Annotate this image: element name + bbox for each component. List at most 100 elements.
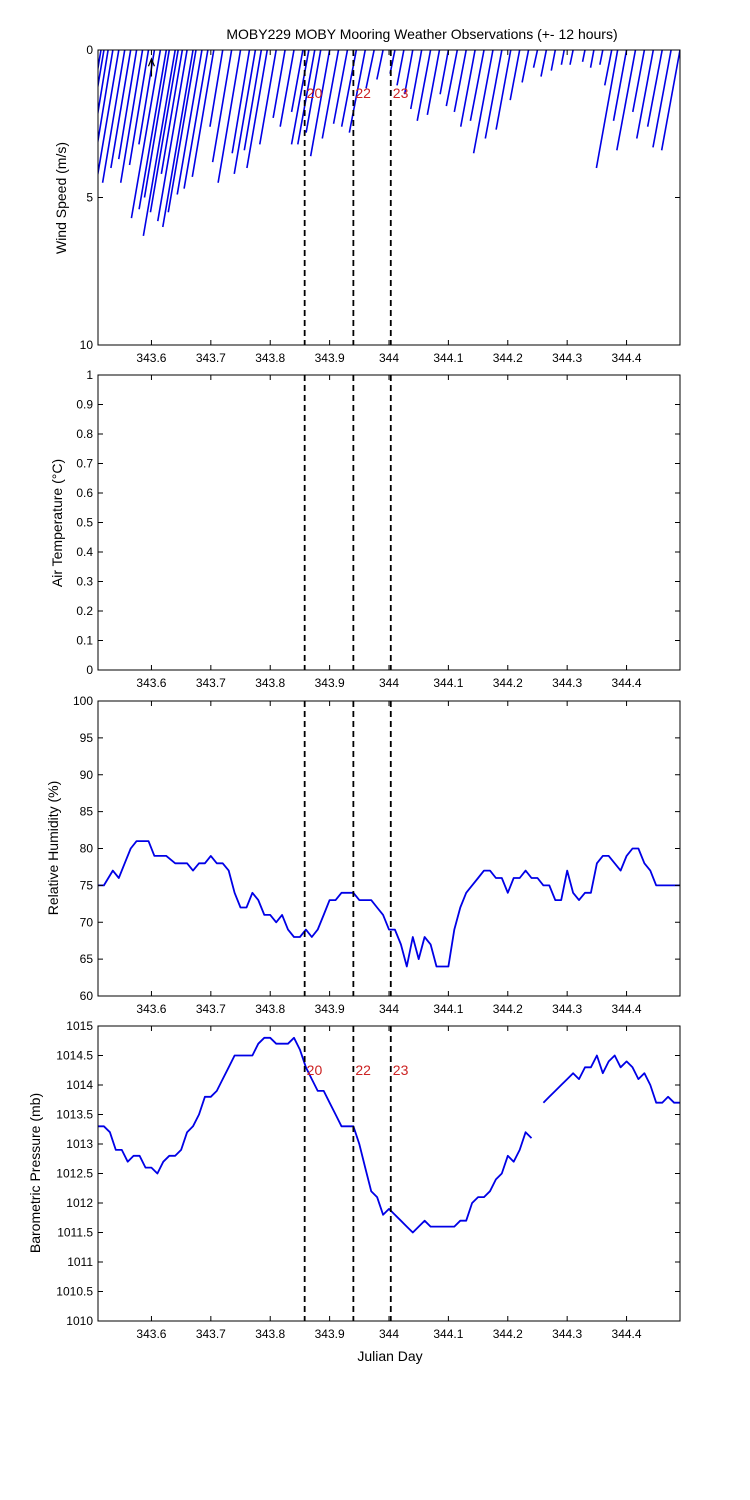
wind-vector-47	[409, 50, 423, 110]
x-tick-label: 343.7	[196, 676, 226, 690]
relative-humidity-y-label: Relative Humidity (%)	[45, 781, 61, 916]
north-arrow-head	[147, 57, 156, 67]
wind-vector-36	[305, 50, 322, 133]
y-tick-label: 90	[80, 768, 94, 782]
y-tick-label: 10	[80, 338, 94, 352]
wind-vector-19	[167, 50, 197, 213]
wind-vector-30	[258, 50, 277, 145]
y-tick-label: 1014.5	[56, 1049, 93, 1063]
y-tick-label: 1014	[66, 1078, 93, 1092]
y-tick-label: 1015	[66, 1019, 93, 1033]
wind-vector-6	[110, 50, 132, 169]
y-tick-label: 85	[80, 805, 94, 819]
x-tick-label: 344.4	[612, 351, 642, 365]
wind-vector-23	[209, 50, 224, 127]
wind-vector-33	[290, 50, 304, 113]
wind-vector-62	[550, 50, 557, 71]
wind-vector-37	[309, 50, 331, 157]
series-line-0	[98, 840, 680, 968]
wind-vector-55	[472, 50, 494, 154]
wind-vector-74	[646, 50, 663, 127]
x-tick-label: 343.8	[255, 676, 285, 690]
x-tick-label: 343.9	[315, 351, 345, 365]
wind-vector-22	[191, 50, 215, 177]
x-tick-label: 344.2	[493, 676, 523, 690]
wind-vector-44	[389, 50, 396, 74]
y-tick-label: 1010.5	[56, 1285, 93, 1299]
wind-vector-11	[130, 50, 162, 219]
wind-vector-29	[246, 50, 269, 169]
wind-vector-34	[290, 50, 310, 145]
wind-vector-61	[540, 50, 548, 77]
marker-label-1: 22	[355, 1062, 371, 1078]
wind-vector-64	[569, 50, 574, 65]
x-tick-label: 343.6	[136, 1327, 166, 1341]
wind-speed-y-label: Wind Speed (m/s)	[53, 142, 69, 254]
x-tick-label: 344.4	[612, 1327, 642, 1341]
wind-vector-18	[161, 50, 194, 228]
x-tick-label: 344.1	[433, 1327, 463, 1341]
y-tick-label: 1011.5	[57, 1226, 93, 1240]
wind-vector-28	[243, 50, 263, 151]
panel-barometric-pressure: Barometric Pressure (mb) Julian Day 20 22…	[27, 1019, 681, 1364]
y-tick-label: 1012.5	[56, 1167, 93, 1181]
y-tick-label: 5	[86, 191, 93, 205]
wind-vector-57	[495, 50, 512, 130]
wind-vector-63	[560, 50, 565, 65]
x-tick-label: 344	[379, 676, 399, 690]
wind-vector-20	[176, 50, 203, 195]
wind-vector-76	[660, 50, 680, 151]
x-tick-label: 344	[379, 1327, 399, 1341]
wind-vector-48	[416, 50, 432, 121]
plot-frame	[97, 374, 681, 671]
marker-label-2: 23	[393, 85, 409, 101]
panel-air-temperature: Air Temperature (°C) 343.6 343.7 343.8 343.…	[49, 368, 681, 690]
wind-vector-4	[98, 50, 120, 178]
wind-vector-43	[376, 50, 384, 80]
figure-title: MOBY229 MOBY Mooring Weather Observation…	[226, 26, 617, 42]
wind-vector-51	[445, 50, 459, 107]
x-tick-label: 343.6	[136, 351, 166, 365]
wind-vector-71	[616, 50, 637, 151]
wind-vector-31	[272, 50, 286, 118]
wind-vector-38	[321, 50, 340, 139]
wind-vector-53	[459, 50, 476, 127]
y-tick-label: 60	[80, 989, 94, 1003]
wind-vector-72	[631, 50, 646, 113]
wind-vector-1	[98, 50, 105, 91]
y-tick-label: 0.5	[76, 516, 93, 530]
wind-vector-27	[233, 50, 257, 175]
wind-vector-68	[603, 50, 613, 86]
y-tick-label: 95	[80, 731, 94, 745]
y-tick-label: 0.7	[76, 457, 93, 471]
x-tick-label: 344.1	[433, 351, 463, 365]
y-tick-label: 75	[80, 878, 94, 892]
y-tick-label: 1010	[66, 1314, 93, 1328]
x-tick-label: 344	[379, 351, 399, 365]
y-tick-label: 0	[86, 43, 93, 57]
wind-vector-15	[149, 50, 179, 213]
wind-vector-41	[348, 50, 367, 133]
wind-vector-54	[469, 50, 485, 121]
y-tick-label: 0.9	[76, 398, 93, 412]
wind-vector-16	[160, 50, 184, 175]
x-tick-label: 344.4	[612, 1002, 642, 1016]
y-tick-label: 0.3	[76, 575, 93, 589]
marker-label-2: 23	[393, 1062, 409, 1078]
y-tick-label: 1012	[66, 1196, 93, 1210]
wind-vector-73	[635, 50, 655, 139]
wind-vector-50	[439, 50, 450, 95]
wind-vector-26	[231, 50, 251, 154]
y-tick-label: 100	[73, 694, 93, 708]
wind-vector-69	[595, 50, 619, 169]
x-tick-label: 344.3	[552, 351, 582, 365]
wind-vector-67	[599, 50, 604, 65]
wind-vector-14	[142, 50, 176, 236]
marker-label-0: 20	[307, 85, 323, 101]
x-tick-label: 343.7	[196, 351, 226, 365]
y-tick-label: 1011	[67, 1255, 93, 1269]
x-tick-label: 343.8	[255, 1327, 285, 1341]
panel-wind-speed: Wind Speed (m/s) 20 22 23 343.6 343.7 343.8 34…	[53, 43, 681, 365]
barometric-pressure-y-label: Barometric Pressure (mb)	[27, 1093, 43, 1253]
plot-frame	[97, 1025, 681, 1322]
